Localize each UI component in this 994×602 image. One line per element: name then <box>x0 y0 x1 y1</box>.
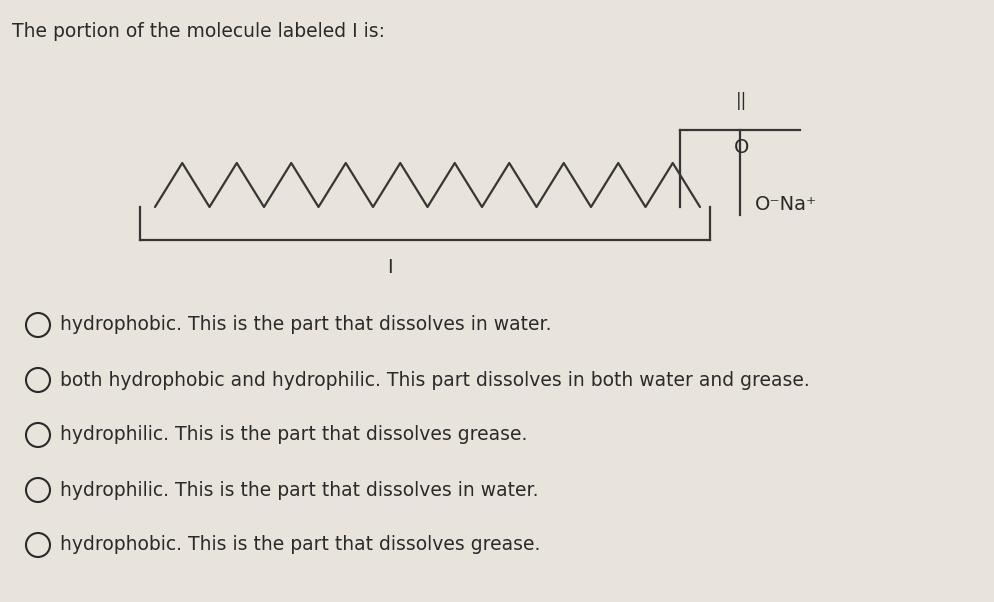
Text: hydrophobic. This is the part that dissolves in water.: hydrophobic. This is the part that disso… <box>60 315 551 335</box>
Text: hydrophilic. This is the part that dissolves in water.: hydrophilic. This is the part that disso… <box>60 480 538 500</box>
Text: The portion of the molecule labeled I is:: The portion of the molecule labeled I is… <box>12 22 385 41</box>
Text: O⁻Na⁺: O⁻Na⁺ <box>754 196 816 214</box>
Text: ||: || <box>736 92 746 110</box>
Text: hydrophilic. This is the part that dissolves grease.: hydrophilic. This is the part that disso… <box>60 426 527 444</box>
Text: both hydrophobic and hydrophilic. This part dissolves in both water and grease.: both hydrophobic and hydrophilic. This p… <box>60 370 809 389</box>
Text: hydrophobic. This is the part that dissolves grease.: hydrophobic. This is the part that disso… <box>60 536 540 554</box>
Text: I: I <box>387 258 393 277</box>
Text: O: O <box>734 138 748 157</box>
